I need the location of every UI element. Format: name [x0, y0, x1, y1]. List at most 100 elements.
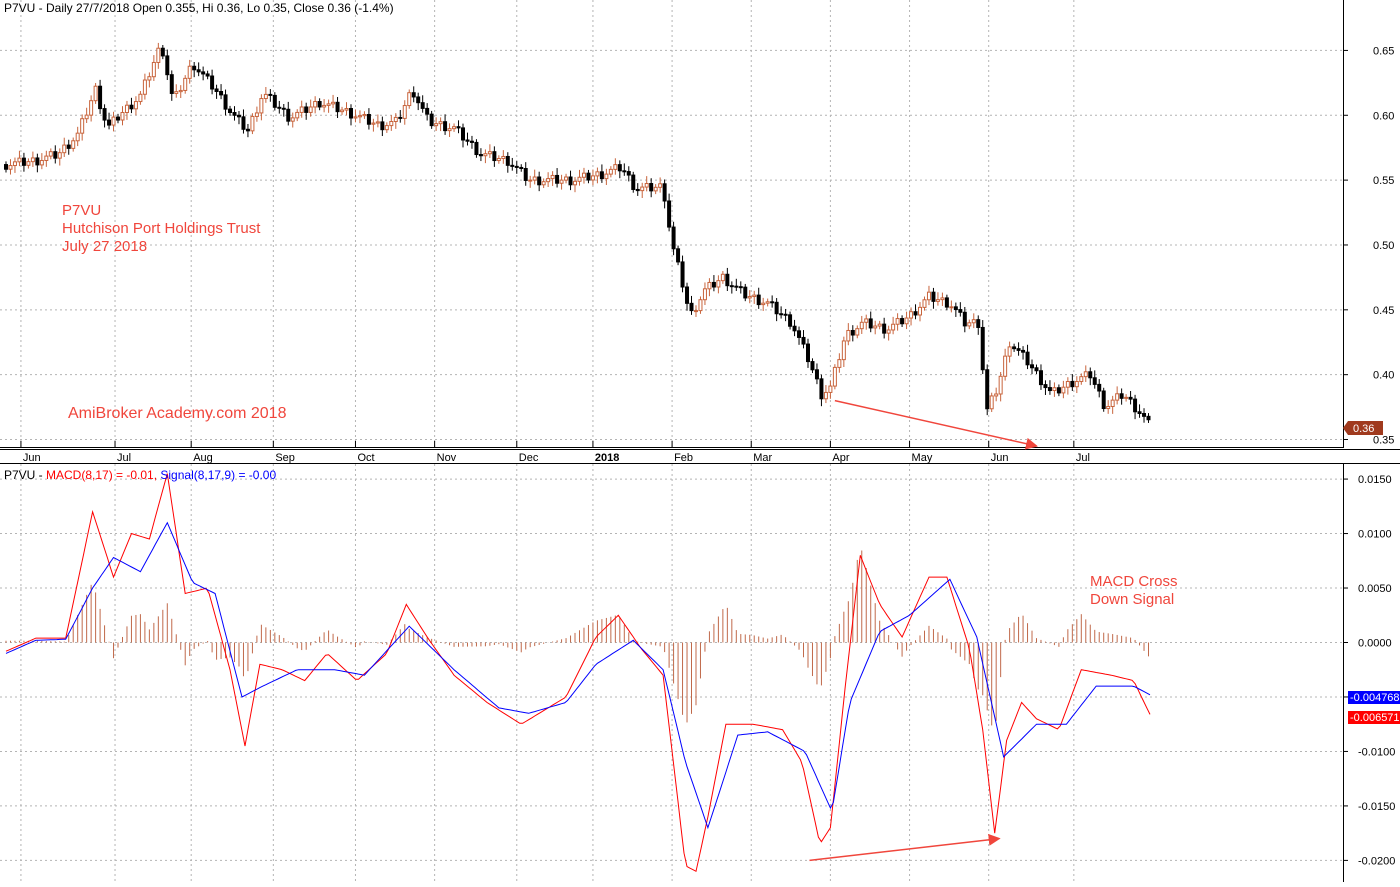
candle-body — [608, 168, 613, 175]
candle-body — [895, 318, 900, 325]
candle-body — [142, 79, 147, 95]
x-tick-label: Jun — [991, 452, 1009, 464]
candle-body — [805, 343, 810, 363]
candle-body — [26, 161, 31, 166]
candle-body — [698, 299, 703, 312]
candle-body — [909, 311, 914, 319]
candle-body — [348, 108, 353, 119]
trend-lines — [809, 399, 1038, 862]
candle-body — [1003, 355, 1008, 377]
candle-body — [169, 74, 174, 94]
candle-body — [416, 96, 421, 104]
candle-body — [510, 164, 515, 167]
macd-annotation-line2: Down Signal — [1090, 591, 1174, 608]
candle-body — [1142, 413, 1147, 417]
candle-body — [1007, 346, 1012, 357]
candle-body — [1106, 405, 1111, 410]
candle-body — [971, 319, 976, 324]
candle-body — [676, 248, 681, 263]
candle-body — [680, 261, 685, 288]
candle-body — [1070, 380, 1075, 388]
candle-body — [12, 161, 17, 167]
candle-body — [53, 151, 58, 159]
candle-body — [738, 286, 743, 289]
candle-body — [335, 101, 340, 113]
x-tick-label: Mar — [753, 452, 772, 464]
annotation-company: Hutchison Port Holdings Trust — [62, 220, 261, 237]
macd-y-tick-label: 0.0150 — [1358, 474, 1392, 486]
candle-body — [689, 302, 694, 312]
price-divergence-arrow — [834, 399, 1038, 450]
candle-body — [743, 286, 748, 299]
candle-body — [120, 111, 125, 121]
candle-body — [93, 85, 98, 102]
candle-body — [926, 291, 931, 301]
candle-body — [304, 106, 309, 113]
candle-body — [788, 314, 793, 327]
price-y-tick-label: 0.35 — [1373, 435, 1394, 447]
candle-body — [487, 151, 492, 155]
candle-body — [505, 155, 510, 166]
candle-body — [268, 93, 273, 96]
candle-body — [792, 325, 797, 332]
candle-body — [30, 157, 35, 163]
candle-body — [1038, 370, 1043, 386]
candle-body — [1115, 393, 1120, 401]
price-y-tick-label: 0.40 — [1373, 370, 1394, 382]
price-y-tick-label: 0.65 — [1373, 45, 1394, 57]
candle-body — [729, 285, 734, 288]
candle-body — [219, 90, 224, 96]
candle-body — [756, 294, 761, 306]
candle-body — [667, 200, 672, 228]
candle-body — [492, 151, 497, 162]
candle-body — [241, 116, 246, 130]
candle-body — [814, 369, 819, 380]
price-y-tick-label: 0.55 — [1373, 175, 1394, 187]
candle-body — [80, 118, 85, 134]
candle-body — [389, 120, 394, 127]
macd-panel-header: P7VU - MACD(8,17) = -0.01, Signal(8,17,9… — [4, 468, 276, 482]
price-y-tick-label: 0.50 — [1373, 240, 1394, 252]
candle-body — [931, 291, 936, 302]
price-grid — [0, 0, 1343, 447]
candle-body — [962, 311, 967, 327]
macd-value-tag: -0.006571 — [1348, 711, 1400, 724]
price-y-tick-label: 0.45 — [1373, 305, 1394, 317]
candle-body — [841, 340, 846, 361]
candle-body — [478, 154, 483, 157]
x-tick-label: Feb — [674, 452, 693, 464]
candle-body — [586, 172, 591, 181]
candle-body — [976, 319, 981, 328]
candle-body — [653, 186, 658, 192]
candle-body — [671, 226, 676, 250]
candle-body — [819, 378, 824, 400]
candle-body — [1061, 386, 1066, 394]
candle-body — [232, 112, 237, 116]
candle-body — [693, 310, 698, 313]
candle-body — [711, 281, 716, 288]
candle-body — [71, 140, 76, 149]
candle-body — [774, 301, 779, 315]
candle-body — [828, 385, 833, 393]
candle-body — [250, 115, 255, 132]
candle-body — [272, 94, 277, 108]
candle-body — [599, 171, 604, 180]
macd-y-tick-label: -0.0100 — [1358, 746, 1395, 758]
candle-body — [685, 286, 690, 304]
candle-body — [864, 318, 869, 323]
candle-body — [519, 166, 524, 170]
candle-body — [640, 186, 645, 192]
candle-body — [21, 157, 26, 166]
macd-y-tick-label: -0.0200 — [1358, 855, 1395, 867]
candle-body — [855, 328, 860, 336]
candle-body — [447, 128, 452, 132]
candle-body — [156, 47, 161, 63]
candle-body — [528, 179, 533, 182]
candle-body — [720, 273, 725, 282]
x-tick-label: Nov — [437, 452, 457, 464]
candle-body — [595, 171, 600, 177]
candle-body — [461, 127, 466, 141]
candle-body — [662, 183, 667, 202]
candle-body — [245, 128, 250, 132]
x-tick-label: Jul — [117, 452, 131, 464]
